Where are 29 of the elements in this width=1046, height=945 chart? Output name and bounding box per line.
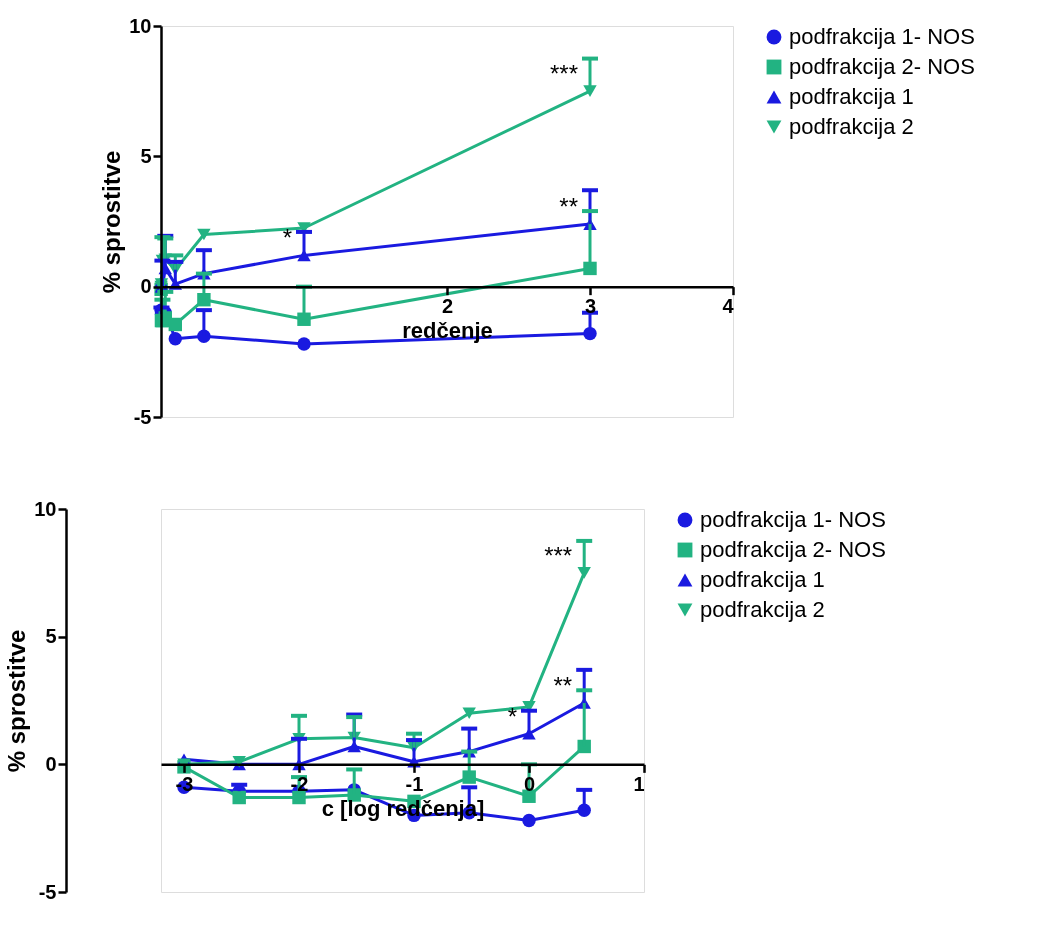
- y-tick-label: 5: [140, 144, 152, 167]
- legend-label: podfrakcija 2- NOS: [789, 54, 975, 79]
- y-tick-label: 0: [45, 752, 57, 775]
- annotation: **: [553, 672, 573, 700]
- y-tick-label: 5: [45, 625, 57, 648]
- annotation: ***: [544, 541, 573, 569]
- y-tick-label: 10: [34, 497, 57, 520]
- legend-label: podfrakcija 2: [700, 597, 825, 622]
- annotation: *: [507, 702, 517, 730]
- y-axis-title: % sprostitve: [3, 629, 31, 773]
- y-tick-label: 10: [129, 14, 152, 37]
- x-axis-title: redčenje: [402, 318, 493, 344]
- legend-label: podfrakcija 1: [700, 567, 825, 592]
- legend-label: podfrakcija 1: [789, 84, 914, 109]
- y-axis-title: % sprostitve: [98, 150, 126, 294]
- x-tick-label: -1: [405, 772, 424, 795]
- y-tick-label: -5: [38, 880, 57, 903]
- legend-label: podfrakcija 2- NOS: [700, 537, 886, 562]
- legend-label: podfrakcija 1- NOS: [789, 24, 975, 49]
- x-tick-label: 4: [722, 295, 735, 318]
- legend-label: podfrakcija 1- NOS: [700, 507, 886, 532]
- legend-label: podfrakcija 2: [789, 114, 914, 139]
- annotation: ***: [549, 60, 578, 88]
- y-tick-label: 0: [140, 275, 152, 298]
- x-tick-label: 1: [633, 772, 645, 795]
- annotation: **: [559, 193, 578, 221]
- x-tick-label: 2: [441, 295, 454, 318]
- y-tick-label: -5: [133, 405, 152, 428]
- annotation: *: [282, 224, 292, 252]
